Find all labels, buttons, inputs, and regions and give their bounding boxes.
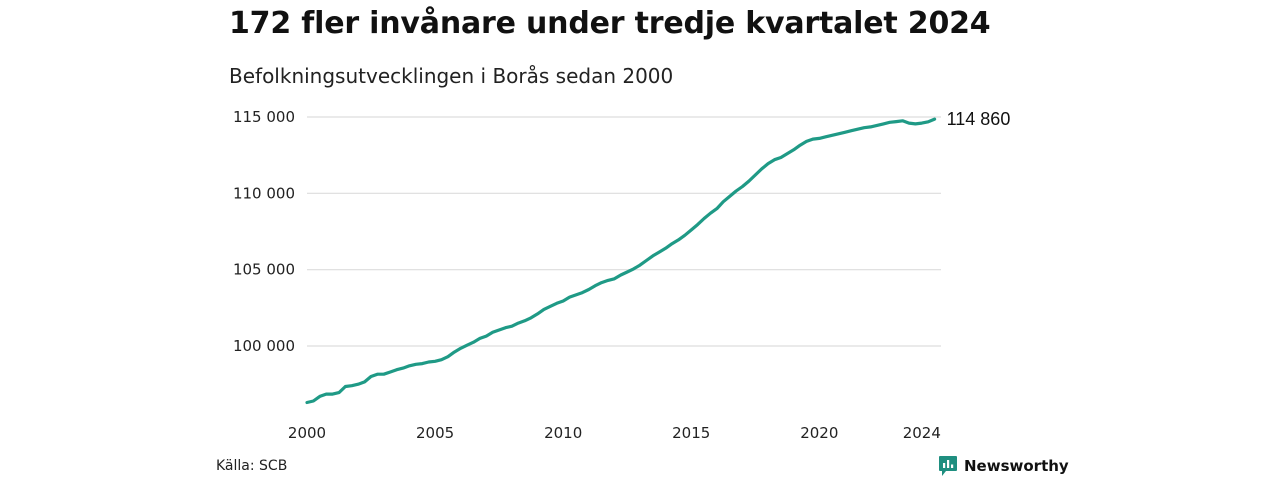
y-tick-label: 115 000 xyxy=(233,108,295,126)
brand[interactable]: Newsworthy xyxy=(938,455,1069,477)
brand-name: Newsworthy xyxy=(964,457,1069,475)
y-tick-label: 110 000 xyxy=(233,184,295,202)
x-tick-label: 2000 xyxy=(288,424,326,442)
y-axis-ticks: 100 000 105 000 110 000 115 000 xyxy=(233,108,295,355)
x-tick-label: 2005 xyxy=(416,424,454,442)
y-tick-label: 105 000 xyxy=(233,261,295,279)
source-note: Källa: SCB xyxy=(216,458,288,474)
x-tick-label: 2024 xyxy=(903,424,941,442)
x-tick-label: 2020 xyxy=(800,424,838,442)
series-line xyxy=(305,117,937,405)
end-value-label: 114 860 xyxy=(947,109,1011,129)
chart-subtitle: Befolkningsutvecklingen i Borås sedan 20… xyxy=(229,64,674,88)
gridlines xyxy=(307,116,941,347)
chart-title: 172 fler invånare under tredje kvartalet… xyxy=(229,6,991,41)
x-axis-ticks: 2000 2005 2010 2015 2020 2024 xyxy=(288,424,941,442)
series-layer xyxy=(305,117,937,405)
newsworthy-logo-icon xyxy=(939,456,957,476)
x-tick-label: 2010 xyxy=(544,424,582,442)
x-tick-label: 2015 xyxy=(672,424,710,442)
y-tick-label: 100 000 xyxy=(233,337,295,355)
